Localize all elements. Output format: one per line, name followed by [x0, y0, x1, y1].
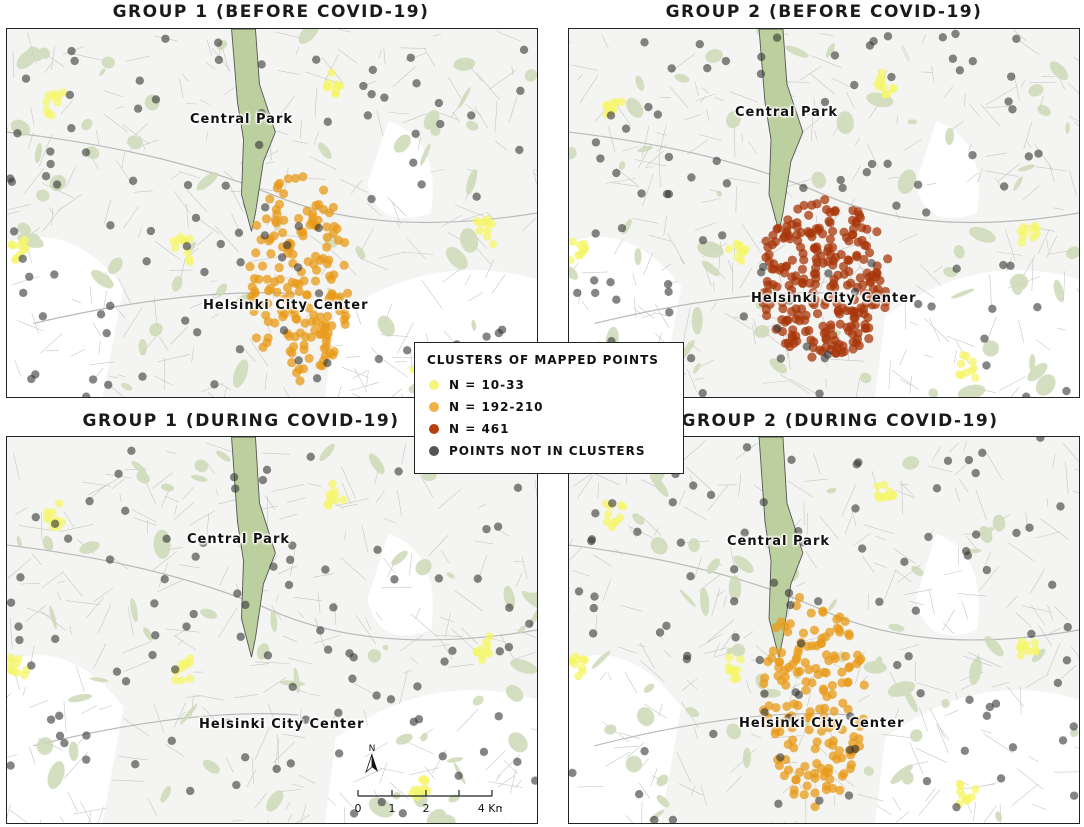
label-helsinki-city-center: Helsinki City Center	[199, 717, 365, 732]
north-label: N	[369, 744, 376, 754]
legend-item: N = 461	[427, 418, 671, 440]
scale-tick-0: 0	[355, 802, 362, 815]
map-canvas	[7, 29, 537, 397]
legend-item: N = 10-33	[427, 374, 671, 396]
label-central-park: Central Park	[727, 534, 830, 549]
panel-title-group2-during: GROUP 2 (DURING COVID-19)	[681, 411, 999, 431]
legend-label: POINTS NOT IN CLUSTERS	[449, 444, 646, 458]
north-arrow-icon: N	[365, 744, 378, 774]
panel-title-group1-before: GROUP 1 (BEFORE COVID-19)	[112, 2, 430, 22]
legend-swatch-yellow	[429, 380, 439, 390]
label-central-park: Central Park	[735, 105, 838, 120]
label-helsinki-city-center: Helsinki City Center	[739, 716, 905, 731]
scale-tick-2: 2	[423, 802, 430, 815]
legend: CLUSTERS OF MAPPED POINTS N = 10-33 N = …	[414, 342, 684, 474]
panel-title-group2-before: GROUP 2 (BEFORE COVID-19)	[665, 2, 983, 22]
scale-bar: N 0 1 2 4 Km	[355, 744, 503, 815]
legend-label: N = 192-210	[449, 400, 544, 414]
legend-swatch-orange	[429, 402, 439, 412]
legend-swatch-red	[429, 424, 439, 434]
legend-item: POINTS NOT IN CLUSTERS	[427, 440, 671, 462]
panel-title-group1-during: GROUP 1 (DURING COVID-19)	[82, 411, 400, 431]
scale-line	[357, 790, 493, 797]
legend-swatch-gray	[429, 446, 439, 456]
scale-tick-1: 1	[389, 802, 396, 815]
label-helsinki-city-center: Helsinki City Center	[203, 298, 369, 313]
scale-tick-4km: 4 Km	[478, 802, 502, 815]
label-helsinki-city-center: Helsinki City Center	[751, 291, 917, 306]
map-canvas	[7, 437, 537, 823]
map-panel-group2-during: Central Park Helsinki City Center	[568, 436, 1080, 824]
map-panel-group1-before: Central Park Helsinki City Center	[6, 28, 538, 398]
label-central-park: Central Park	[190, 112, 293, 127]
legend-title: CLUSTERS OF MAPPED POINTS	[427, 353, 659, 367]
legend-label: N = 10-33	[449, 378, 525, 392]
map-canvas	[569, 437, 1079, 823]
legend-item: N = 192-210	[427, 396, 671, 418]
legend-label: N = 461	[449, 422, 510, 436]
map-panel-group1-during: Central Park Helsinki City Center	[6, 436, 538, 824]
label-central-park: Central Park	[187, 532, 290, 547]
